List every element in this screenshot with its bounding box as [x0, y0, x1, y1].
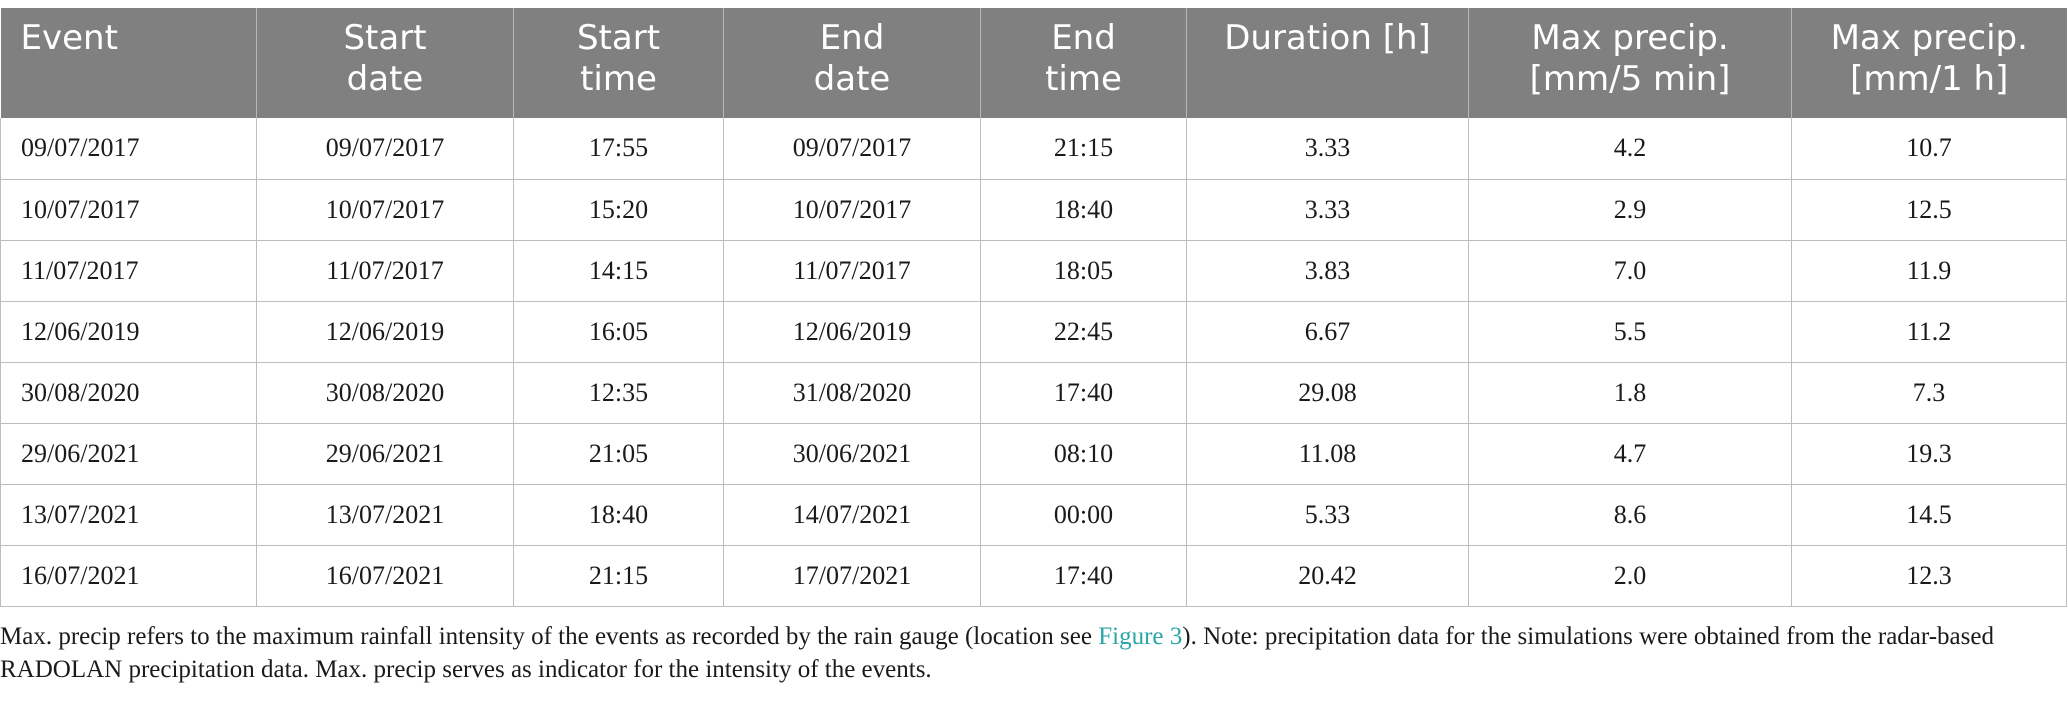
cell-max-precip-5min: 4.2	[1468, 118, 1792, 180]
cell-duration: 3.33	[1186, 179, 1469, 241]
cell-max-precip-5min: 8.6	[1468, 484, 1792, 546]
cell-max-precip-5min: 2.0	[1468, 545, 1792, 607]
cell-event: 11/07/2017	[0, 240, 257, 302]
cell-start-time: 12:35	[513, 362, 724, 424]
cell-start-date: 09/07/2017	[256, 118, 514, 180]
cell-start-time: 18:40	[513, 484, 724, 546]
cell-max-precip-1h: 14.5	[1791, 484, 2067, 546]
cell-max-precip-5min: 1.8	[1468, 362, 1792, 424]
cell-max-precip-1h: 10.7	[1791, 118, 2067, 180]
cell-max-precip-1h: 19.3	[1791, 423, 2067, 485]
table-row: 29/06/2021 29/06/2021 21:05 30/06/2021 08:10…	[0, 423, 2067, 485]
cell-duration: 3.83	[1186, 240, 1469, 302]
table-row: 11/07/2017 11/07/2017 14:15 11/07/2017 18:05…	[0, 240, 2067, 302]
cell-max-precip-1h: 11.2	[1791, 301, 2067, 363]
cell-duration: 20.42	[1186, 545, 1469, 607]
cell-end-time: 21:15	[980, 118, 1187, 180]
cell-end-date: 17/07/2021	[723, 545, 981, 607]
table-row: 09/07/2017 09/07/2017 17:55 09/07/2017 21:15…	[0, 118, 2067, 180]
cell-event: 10/07/2017	[0, 179, 257, 241]
cell-end-time: 17:40	[980, 362, 1187, 424]
cell-end-date: 31/08/2020	[723, 362, 981, 424]
table-row: 30/08/2020 30/08/2020 12:35 31/08/2020 17:40…	[0, 362, 2067, 424]
cell-event: 29/06/2021	[0, 423, 257, 485]
header-end-time: End time	[980, 8, 1187, 118]
cell-start-time: 17:55	[513, 118, 724, 180]
cell-end-date: 10/07/2017	[723, 179, 981, 241]
cell-start-date: 30/08/2020	[256, 362, 514, 424]
table-footnote: Max. precip refers to the maximum rainfa…	[0, 620, 2060, 686]
header-max-precip-5min: Max precip. [mm/5 min]	[1468, 8, 1792, 118]
cell-end-date: 30/06/2021	[723, 423, 981, 485]
cell-start-date: 29/06/2021	[256, 423, 514, 485]
table-row: 13/07/2021 13/07/2021 18:40 14/07/2021 00:00…	[0, 484, 2067, 546]
cell-max-precip-1h: 11.9	[1791, 240, 2067, 302]
cell-max-precip-5min: 4.7	[1468, 423, 1792, 485]
table-header-row: Event Start date Start time End date End tim…	[0, 8, 2067, 118]
cell-duration: 11.08	[1186, 423, 1469, 485]
table-row: 12/06/2019 12/06/2019 16:05 12/06/2019 22:45…	[0, 301, 2067, 363]
header-start-time: Start time	[513, 8, 724, 118]
footnote-text-start: Max. precip refers to the maximum rainfa…	[0, 623, 1099, 650]
cell-max-precip-1h: 12.5	[1791, 179, 2067, 241]
cell-start-date: 11/07/2017	[256, 240, 514, 302]
cell-start-date: 12/06/2019	[256, 301, 514, 363]
cell-duration: 29.08	[1186, 362, 1469, 424]
cell-duration: 5.33	[1186, 484, 1469, 546]
cell-start-date: 13/07/2021	[256, 484, 514, 546]
cell-max-precip-1h: 7.3	[1791, 362, 2067, 424]
cell-end-date: 12/06/2019	[723, 301, 981, 363]
cell-start-date: 10/07/2017	[256, 179, 514, 241]
cell-start-date: 16/07/2021	[256, 545, 514, 607]
figure-3-link[interactable]: Figure 3	[1098, 623, 1183, 650]
cell-end-time: 18:40	[980, 179, 1187, 241]
cell-event: 12/06/2019	[0, 301, 257, 363]
header-event: Event	[0, 8, 257, 118]
cell-end-time: 00:00	[980, 484, 1187, 546]
cell-end-time: 18:05	[980, 240, 1187, 302]
cell-max-precip-1h: 12.3	[1791, 545, 2067, 607]
cell-duration: 6.67	[1186, 301, 1469, 363]
cell-max-precip-5min: 2.9	[1468, 179, 1792, 241]
cell-end-date: 14/07/2021	[723, 484, 981, 546]
table-body: 09/07/2017 09/07/2017 17:55 09/07/2017 21:15…	[0, 118, 2067, 607]
cell-end-date: 09/07/2017	[723, 118, 981, 180]
events-table-container: Event Start date Start time End date End tim…	[0, 8, 2067, 607]
table-row: 16/07/2021 16/07/2021 21:15 17/07/2021 17:40…	[0, 545, 2067, 607]
footnote-text-end: ). Note: precipitation data for the simu…	[0, 623, 1994, 683]
cell-start-time: 15:20	[513, 179, 724, 241]
cell-start-time: 16:05	[513, 301, 724, 363]
header-end-date: End date	[723, 8, 981, 118]
cell-end-time: 08:10	[980, 423, 1187, 485]
header-start-date: Start date	[256, 8, 514, 118]
header-max-precip-1h: Max precip. [mm/1 h]	[1791, 8, 2067, 118]
cell-event: 13/07/2021	[0, 484, 257, 546]
cell-start-time: 14:15	[513, 240, 724, 302]
header-duration: Duration [h]	[1186, 8, 1469, 118]
cell-event: 16/07/2021	[0, 545, 257, 607]
cell-start-time: 21:05	[513, 423, 724, 485]
events-table: Event Start date Start time End date End tim…	[0, 8, 2067, 607]
cell-start-time: 21:15	[513, 545, 724, 607]
cell-max-precip-5min: 5.5	[1468, 301, 1792, 363]
cell-end-time: 17:40	[980, 545, 1187, 607]
cell-event: 30/08/2020	[0, 362, 257, 424]
cell-event: 09/07/2017	[0, 118, 257, 180]
cell-duration: 3.33	[1186, 118, 1469, 180]
table-row: 10/07/2017 10/07/2017 15:20 10/07/2017 18:40…	[0, 179, 2067, 241]
cell-end-time: 22:45	[980, 301, 1187, 363]
cell-max-precip-5min: 7.0	[1468, 240, 1792, 302]
cell-end-date: 11/07/2017	[723, 240, 981, 302]
